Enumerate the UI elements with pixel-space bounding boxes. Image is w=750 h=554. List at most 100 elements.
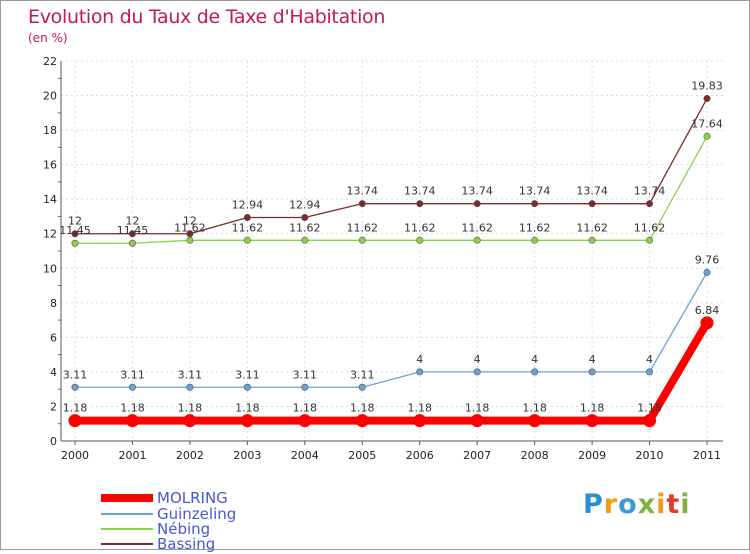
data-point-guinzeling — [473, 368, 481, 376]
data-point-bassing — [243, 213, 251, 221]
data-label-bassing: 13.74 — [634, 185, 666, 198]
data-point-nébing — [588, 236, 596, 244]
data-label-molring: 1.18 — [63, 402, 88, 415]
data-point-guinzeling — [71, 383, 79, 391]
data-point-molring — [68, 414, 82, 428]
x-tick-label: 2005 — [348, 449, 376, 462]
y-tick-label: 22 — [43, 55, 57, 68]
data-point-molring — [125, 414, 139, 428]
x-tick-label: 2010 — [636, 449, 664, 462]
data-point-guinzeling — [301, 383, 309, 391]
y-tick-label: 8 — [50, 297, 57, 310]
data-label-bassing: 13.74 — [404, 185, 436, 198]
data-label-bassing: 12 — [68, 215, 82, 228]
series-line-guinzeling — [75, 272, 708, 388]
data-label-molring: 1.18 — [522, 402, 547, 415]
data-label-molring: 1.18 — [407, 402, 432, 415]
data-point-guinzeling — [588, 368, 596, 376]
data-label-bassing: 13.74 — [347, 185, 379, 198]
data-label-nébing: 11.62 — [174, 221, 206, 234]
data-point-nébing — [71, 239, 79, 247]
logo-letter: t — [666, 489, 681, 520]
legend-label-nebing: Nébing — [157, 520, 211, 538]
x-tick-label: 2000 — [61, 449, 89, 462]
data-label-molring: 1.18 — [235, 402, 260, 415]
data-point-nébing — [186, 236, 194, 244]
data-point-nébing — [128, 239, 136, 247]
y-tick-label: 0 — [50, 435, 57, 448]
data-label-bassing: 13.74 — [576, 185, 608, 198]
data-label-nébing: 11.62 — [232, 221, 264, 234]
data-point-guinzeling — [243, 383, 251, 391]
y-tick-label: 2 — [50, 400, 57, 413]
data-label-guinzeling: 4 — [646, 353, 653, 366]
x-tick-label: 2011 — [693, 449, 721, 462]
data-label-guinzeling: 4 — [531, 353, 538, 366]
x-tick-label: 2003 — [233, 449, 261, 462]
legend-label-molring: MOLRING — [157, 489, 228, 507]
data-point-bassing — [128, 230, 136, 238]
data-label-guinzeling: 9.76 — [695, 253, 720, 266]
data-point-bassing — [301, 213, 309, 221]
data-label-guinzeling: 3.11 — [235, 368, 260, 381]
x-tick-label: 2002 — [176, 449, 204, 462]
proxiti-logo: Proxiti — [583, 489, 691, 520]
data-point-molring — [585, 414, 599, 428]
data-label-bassing: 13.74 — [461, 185, 493, 198]
data-point-molring — [240, 414, 254, 428]
legend-swatch-bassing — [101, 543, 153, 545]
data-label-bassing: 12 — [125, 215, 139, 228]
logo-letter: o — [618, 489, 638, 520]
data-point-bassing — [531, 200, 539, 208]
data-label-nébing: 11.62 — [576, 221, 608, 234]
data-point-bassing — [416, 200, 424, 208]
x-tick-label: 2001 — [118, 449, 146, 462]
data-point-guinzeling — [531, 368, 539, 376]
data-point-nébing — [243, 236, 251, 244]
data-point-molring — [413, 414, 427, 428]
data-label-nébing: 11.45 — [117, 224, 149, 237]
data-point-molring — [470, 414, 484, 428]
data-point-nébing — [531, 236, 539, 244]
x-tick-label: 2008 — [521, 449, 549, 462]
data-point-guinzeling — [358, 383, 366, 391]
x-tick-label: 2009 — [578, 449, 606, 462]
data-label-nébing: 11.62 — [289, 221, 321, 234]
data-point-bassing — [588, 200, 596, 208]
data-point-guinzeling — [186, 383, 194, 391]
data-point-nébing — [646, 236, 654, 244]
data-label-bassing: 12.94 — [232, 198, 264, 211]
data-label-molring: 1.18 — [350, 402, 375, 415]
data-label-guinzeling: 4 — [589, 353, 596, 366]
data-point-guinzeling — [703, 268, 711, 276]
data-point-molring — [183, 414, 197, 428]
data-label-molring: 1.18 — [465, 402, 490, 415]
data-point-molring — [700, 316, 714, 330]
data-point-nébing — [358, 236, 366, 244]
data-label-guinzeling: 3.11 — [350, 368, 375, 381]
legend-swatch-molring — [101, 494, 153, 502]
chart-unit: (en %) — [28, 31, 68, 45]
y-tick-label: 10 — [43, 262, 57, 275]
data-label-nébing: 17.64 — [691, 117, 723, 130]
data-point-guinzeling — [646, 368, 654, 376]
data-label-bassing: 12.94 — [289, 198, 321, 211]
logo-letter: r — [603, 489, 619, 520]
data-point-bassing — [71, 230, 79, 238]
logo-letter: x — [637, 489, 657, 520]
data-point-bassing — [358, 200, 366, 208]
data-point-bassing — [473, 200, 481, 208]
x-tick-label: 2004 — [291, 449, 319, 462]
data-label-nébing: 11.62 — [461, 221, 493, 234]
chart-title: Evolution du Taux de Taxe d'Habitation — [28, 6, 386, 28]
logo-letter: i — [656, 489, 667, 520]
series-line-nébing — [75, 135, 708, 244]
data-label-molring: 1.18 — [637, 402, 662, 415]
y-tick-label: 14 — [43, 193, 57, 206]
data-label-guinzeling: 3.11 — [63, 368, 88, 381]
data-label-molring: 1.18 — [120, 402, 145, 415]
y-tick-label: 20 — [43, 90, 57, 103]
data-label-guinzeling: 3.11 — [178, 368, 203, 381]
